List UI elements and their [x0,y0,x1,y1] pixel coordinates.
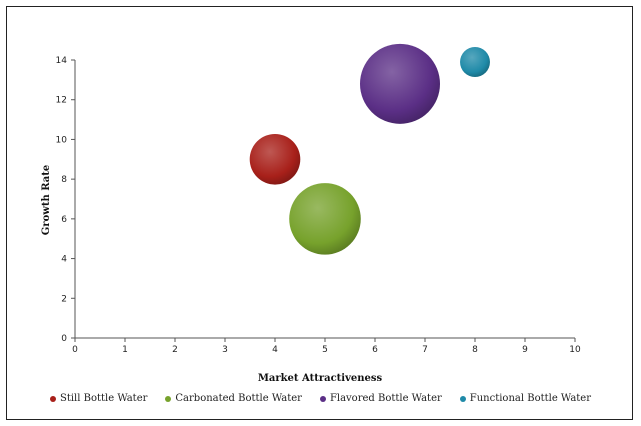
x-tick-label: 6 [372,345,378,355]
bubble-still-bottle-water [249,133,301,185]
legend-swatch [165,395,172,402]
legend-item: Still Bottle Water [49,393,148,404]
legend-label: Still Bottle Water [59,393,148,404]
y-axis-title: Growth Rate [41,165,52,235]
bubble-carbonated-bottle-water [289,183,361,255]
x-tick-label: 5 [322,345,328,355]
x-tick-label: 0 [72,345,78,355]
y-tick-label: 6 [61,215,67,225]
x-tick-label: 8 [472,345,478,355]
legend-item: Functional Bottle Water [459,393,592,404]
legend-swatch [49,395,56,402]
bubble-flavored-bottle-water [360,43,440,124]
legend-item: Flavored Bottle Water [319,393,442,404]
y-tick-label: 12 [56,96,67,106]
y-tick-label: 4 [61,255,67,265]
x-tick-label: 7 [422,345,428,355]
legend: Still Bottle Water Carbonated Bottle Wate… [0,393,641,404]
legend-label: Flavored Bottle Water [329,393,442,404]
y-tick-label: 10 [56,135,68,145]
y-tick-label: 2 [61,294,67,304]
legend-label: Functional Bottle Water [469,393,592,404]
bubble-functional-bottle-water [460,47,490,77]
x-tick-label: 9 [522,345,528,355]
y-tick-label: 14 [56,56,68,66]
x-tick-label: 10 [569,345,581,355]
x-tick-label: 2 [172,345,178,355]
legend-swatch [459,395,466,402]
legend-swatch [319,395,326,402]
legend-item: Carbonated Bottle Water [165,393,302,404]
y-tick-label: 0 [61,334,67,344]
x-tick-label: 4 [272,345,278,355]
y-tick-label: 8 [61,175,67,185]
x-tick-label: 3 [222,345,228,355]
legend-label: Carbonated Bottle Water [175,393,302,404]
x-axis-title: Market Attractiveness [258,373,383,384]
bubbles-layer [249,43,490,255]
x-tick-label: 1 [122,345,128,355]
